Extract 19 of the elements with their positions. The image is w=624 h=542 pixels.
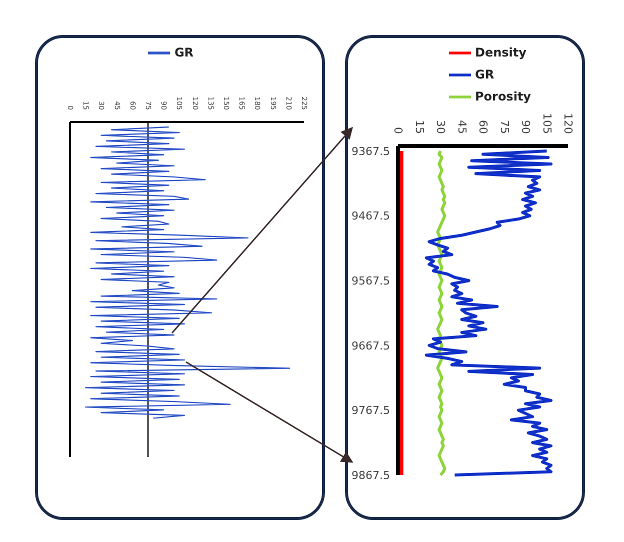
x-tick-label: 15 (412, 120, 426, 134)
y-tick-label: 9467.5 (352, 210, 390, 223)
legend-label: GR (474, 67, 494, 82)
x-tick-label: 0 (392, 127, 404, 134)
x-tick-label: 120 (562, 113, 574, 134)
x-tick-label: 105 (540, 113, 554, 134)
legend-label: Density (474, 45, 526, 60)
legend-label: GR (174, 45, 194, 60)
legend-label: Porosity (474, 89, 531, 104)
y-tick-label: 9367.5 (352, 144, 390, 158)
x-tick-label: 30 (434, 120, 447, 134)
y-tick-label: 9667.5 (352, 339, 390, 352)
x-tick-label: 75 (498, 120, 511, 134)
y-tick-label: 9767.5 (352, 404, 390, 418)
x-tick-label: 45 (455, 120, 468, 134)
y-tick-label: 9867.5 (352, 468, 390, 482)
x-tick-label: 90 (519, 120, 532, 134)
y-tick-label: 9567.5 (352, 274, 390, 288)
x-tick-label: 60 (476, 120, 490, 134)
